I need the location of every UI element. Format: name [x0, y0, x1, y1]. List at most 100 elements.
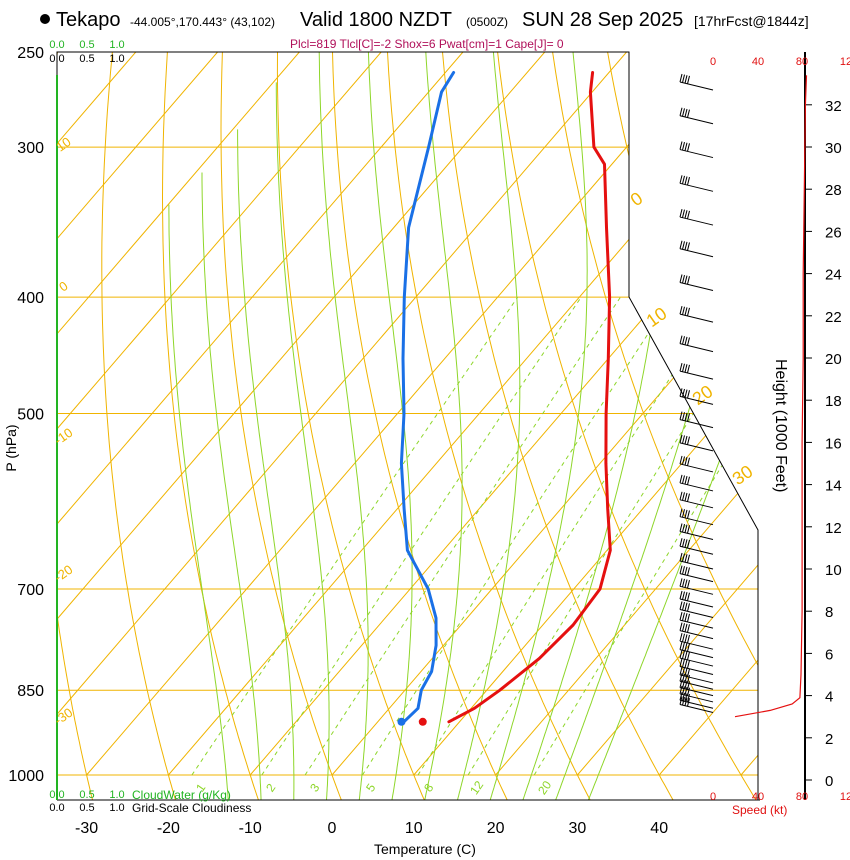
moist-adiabat-line	[587, 52, 758, 800]
cloudwater-scale-label: 0.0	[49, 39, 64, 51]
moist-adiabat-line	[489, 52, 588, 800]
moist-adiabat-line	[522, 52, 667, 800]
height-axis-label: Height (1000 Feet)	[772, 359, 789, 493]
height-tick-label: 2	[825, 731, 833, 748]
height-tick-label: 10	[825, 562, 842, 579]
height-tick-label: 4	[825, 689, 833, 706]
temperature-tick-label: 10	[405, 820, 423, 837]
dry-adiabat-label: 20	[689, 381, 717, 409]
mixing-ratio-line	[533, 296, 758, 776]
height-tick-label: 22	[825, 309, 842, 326]
cloudiness-scale-label: 1.0	[109, 53, 124, 65]
wind-speed-scale-label: 0	[710, 56, 716, 68]
isotherm-line	[57, 52, 300, 776]
wind-barb	[679, 679, 714, 697]
isotherm-line	[57, 52, 382, 776]
wind-speed-scale-label: 80	[796, 56, 808, 68]
moist-adiabat-line	[318, 52, 369, 800]
wind-barb	[679, 240, 714, 258]
wind-speed-scale-label: 12	[840, 56, 850, 68]
cloudiness-scale-label: 0.5	[79, 802, 94, 814]
cloudwater-scale-label: 0.0	[49, 789, 64, 801]
mixing-ratio-label: 20	[535, 778, 554, 797]
wind-barb	[679, 611, 714, 629]
dry-adiabat-line	[57, 52, 94, 800]
moist-adiabat-line	[168, 204, 229, 800]
temperature-tick-label: 30	[569, 820, 587, 837]
moist-adiabat-line	[275, 82, 330, 800]
isotherm-line	[57, 52, 218, 776]
moist-adiabat-line	[456, 52, 521, 800]
cloudiness-scale-label: 0.5	[79, 53, 94, 65]
dry-adiabat-label: 0	[627, 188, 647, 210]
mixing-ratio-line	[467, 296, 758, 776]
wind-barb	[679, 658, 714, 675]
isotherm-line	[740, 52, 758, 776]
pressure-tick-label: 700	[17, 582, 44, 599]
wind-barb	[679, 107, 714, 125]
height-tick-label: 14	[825, 478, 842, 495]
height-tick-label: 30	[825, 140, 842, 157]
pressure-tick-label: 400	[17, 290, 44, 307]
mixing-ratio-label: 5	[363, 781, 378, 795]
height-tick-label: 6	[825, 646, 833, 663]
cloudwater-scale-label: 0.5	[79, 789, 94, 801]
dry-adiabat-line	[276, 52, 425, 800]
dry-adiabat-line	[549, 52, 758, 800]
wind-speed-profile-line	[734, 75, 808, 718]
surface-temperature-marker	[418, 717, 427, 726]
height-tick-label: 26	[825, 224, 842, 241]
wind-barb	[679, 641, 714, 659]
dry-adiabat-label: 10	[643, 303, 671, 331]
wind-barb	[679, 666, 714, 684]
dry-adiabat-line	[386, 52, 591, 800]
wind-barb	[679, 474, 714, 492]
mixing-ratio-line	[191, 296, 519, 776]
wind-barb	[679, 673, 714, 690]
cloudiness-label: Grid-Scale Cloudiness	[132, 801, 252, 815]
mixing-ratio-line	[261, 296, 582, 776]
wind-barb	[679, 508, 714, 526]
wind-barb	[679, 685, 714, 703]
cloudwater-scale-label: 1.0	[109, 789, 124, 801]
height-tick-label: 12	[825, 520, 842, 537]
surface-dewpoint-marker	[397, 717, 406, 726]
dry-adiabat-line	[161, 52, 260, 800]
isotherm-label: -20	[51, 562, 75, 585]
wind-speed-scale-label: 40	[752, 56, 764, 68]
height-tick-label: 24	[825, 267, 842, 284]
moist-adiabat-line	[555, 52, 758, 800]
wind-barb	[679, 601, 714, 619]
height-tick-label: 8	[825, 604, 833, 621]
temperature-axis-label: Temperature (C)	[374, 841, 476, 857]
height-tick-label: 16	[825, 435, 842, 452]
pressure-tick-label: 850	[17, 683, 44, 700]
temperature-tick-label: -20	[157, 820, 180, 837]
wind-barb	[679, 565, 714, 583]
wind-barb	[679, 388, 714, 405]
wind-barb	[679, 633, 714, 650]
pressure-tick-label: 300	[17, 140, 44, 157]
cloudwater-label: CloudWater (g/Kg)	[132, 788, 231, 802]
forecast-info: [17hrFcst@1844z]	[694, 13, 809, 29]
wind-barb	[679, 455, 714, 473]
wind-barb	[679, 175, 714, 192]
moist-adiabat-line	[367, 52, 413, 800]
isotherm-label: 10	[53, 134, 73, 155]
pressure-tick-label: 250	[17, 45, 44, 62]
height-tick-label: 0	[825, 773, 833, 790]
wind-speed-scale-label: 12	[840, 791, 850, 803]
cloudwater-scale-label: 1.0	[109, 39, 124, 51]
wind-speed-axis-label: Speed (kt)	[732, 803, 788, 817]
dry-adiabat-line	[220, 52, 342, 800]
station-marker-icon	[40, 14, 50, 24]
dry-adiabat-line	[440, 52, 674, 800]
temperature-tick-label: 20	[487, 820, 505, 837]
wind-barb	[679, 692, 714, 709]
moist-adiabat-line	[424, 52, 463, 800]
cloudiness-scale-label: 1.0	[109, 802, 124, 814]
wind-barb	[679, 552, 714, 570]
dewpoint-profile-line	[399, 71, 456, 724]
wind-barb	[679, 362, 714, 380]
wind-barb	[679, 73, 714, 91]
